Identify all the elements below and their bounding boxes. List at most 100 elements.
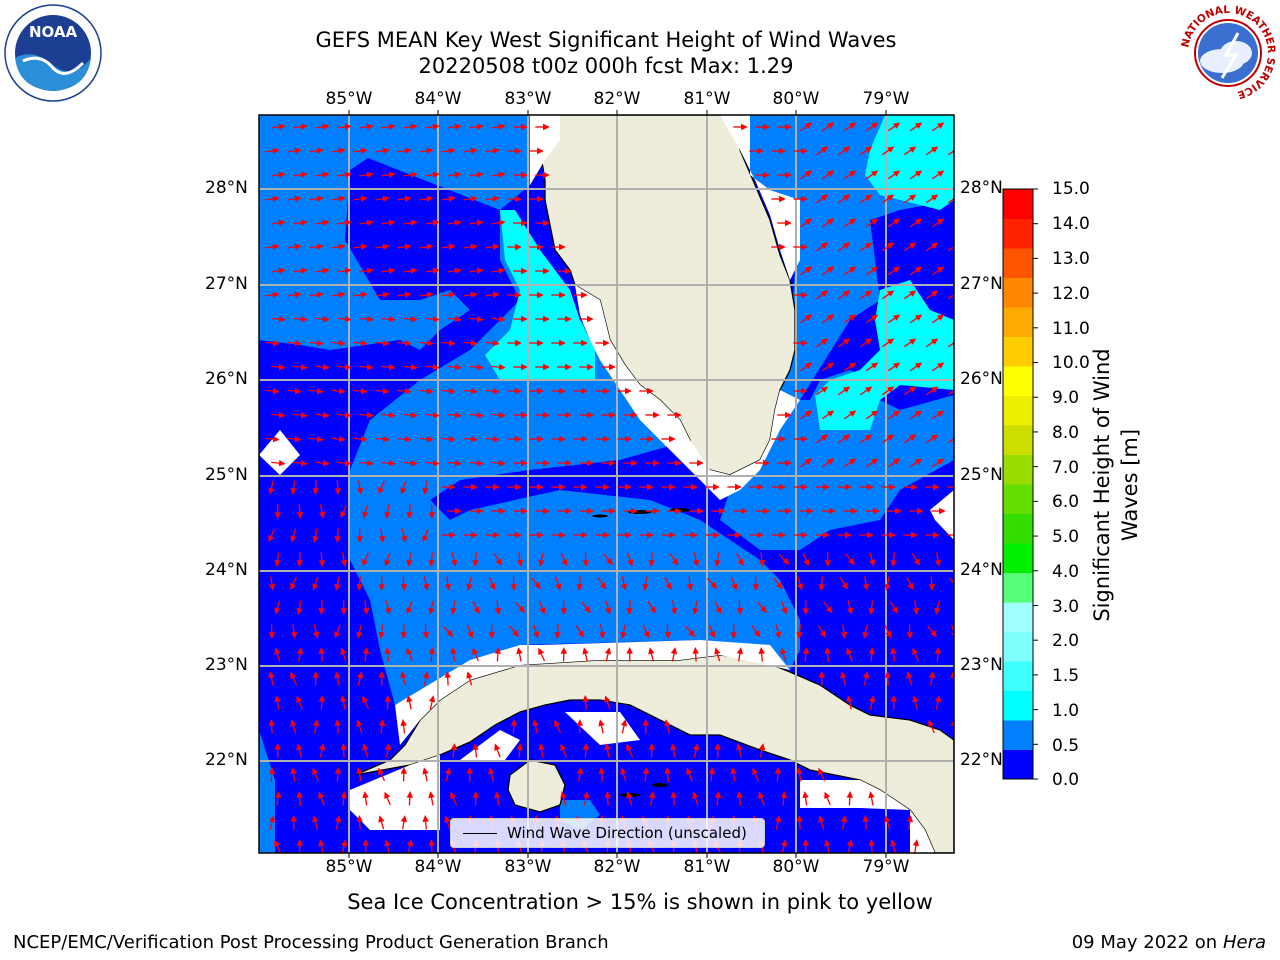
wave-direction-arrowhead: [886, 434, 895, 441]
wave-direction-arrowhead: [713, 483, 720, 491]
wave-direction-arrowhead: [796, 767, 803, 775]
wave-direction-arrowhead: [779, 435, 786, 443]
wave-direction-arrowhead: [846, 790, 853, 798]
wave-direction-arrowhead: [826, 170, 835, 177]
wave-direction-arrowhead: [378, 631, 385, 639]
wave-direction-arrowhead: [454, 171, 462, 179]
wave-direction-arrowhead: [312, 767, 319, 775]
wave-direction-arrowhead: [476, 411, 484, 419]
wave-direction-arrowhead: [885, 630, 892, 639]
wave-direction-arrowhead: [647, 435, 654, 443]
wave-direction-arrowhead: [356, 767, 363, 775]
wave-direction-arrowhead: [382, 243, 390, 251]
wave-direction-arrowhead: [344, 363, 352, 371]
wave-direction-arrowhead: [609, 363, 616, 371]
wave-direction-arrowhead: [492, 339, 500, 347]
wave-direction-arrow: [957, 601, 962, 613]
wave-direction-arrowhead: [338, 387, 346, 395]
wave-direction-arrowhead: [296, 560, 303, 568]
wave-direction-arrowhead: [538, 559, 545, 567]
wave-direction-arrowhead: [290, 535, 297, 543]
wave-direction-arrowhead: [930, 629, 937, 638]
wave-direction-arrowhead: [316, 195, 324, 203]
wave-direction-arrowhead: [864, 194, 873, 201]
wave-direction-arrowhead: [448, 195, 456, 203]
wave-direction-arrowhead: [492, 243, 500, 251]
wave-direction-arrowhead: [476, 123, 484, 131]
wave-direction-arrowhead: [515, 243, 522, 251]
wave-direction-arrowhead: [829, 507, 836, 515]
lat-label-right: 26°N: [960, 369, 1003, 389]
chart-title: GEFS MEAN Key West Significant Height of…: [315, 28, 897, 52]
wave-direction-arrowhead: [422, 767, 429, 775]
wave-direction-arrowhead: [543, 123, 550, 131]
wave-direction-arrowhead: [671, 558, 679, 566]
noaa-logo-text: NOAA: [29, 23, 78, 41]
wave-direction-arrowhead: [322, 267, 330, 275]
wave-direction-arrowhead: [515, 435, 522, 443]
wave-direction-arrowhead: [362, 511, 369, 519]
wave-direction-arrowhead: [312, 631, 320, 639]
wave-direction-arrowhead: [648, 560, 655, 567]
wave-direction-arrowhead: [278, 267, 286, 275]
wave-direction-arrowhead: [422, 815, 429, 822]
wave-direction-arrowhead: [664, 766, 671, 775]
wave-direction-arrowhead: [388, 315, 396, 323]
wave-direction-arrowhead: [757, 531, 764, 539]
wave-direction-arrowhead: [521, 171, 528, 179]
colorbar-label: 11.0: [1052, 319, 1090, 339]
wave-direction-arrowhead: [318, 743, 326, 751]
wave-direction-arrowhead: [334, 583, 341, 591]
wave-direction-arrowhead: [891, 606, 898, 614]
wave-direction-arrowhead: [296, 839, 304, 846]
wave-direction-arrowhead: [862, 671, 870, 679]
wave-direction-arrowhead: [848, 314, 857, 321]
wave-direction-arrowhead: [581, 291, 588, 299]
wave-direction-arrowhead: [470, 243, 478, 251]
wave-direction-arrowhead: [316, 435, 324, 443]
wave-direction-arrowhead: [664, 719, 671, 727]
lat-label-left: 23°N: [205, 655, 248, 675]
wave-direction-arrowhead: [362, 695, 369, 704]
wave-direction-arrowhead: [290, 582, 297, 591]
lat-label-right: 25°N: [960, 465, 1003, 485]
wave-direction-arrowhead: [268, 632, 276, 639]
lat-label-left: 27°N: [205, 274, 248, 294]
wave-direction-arrowhead: [518, 605, 526, 613]
wave-direction-arrowhead: [911, 531, 918, 539]
wave-direction-arrowhead: [796, 631, 803, 639]
wave-direction-arrowhead: [559, 291, 566, 299]
wave-direction-arrowhead: [290, 671, 297, 680]
wave-direction-arrowhead: [356, 583, 363, 592]
wave-direction-arrowhead: [692, 791, 699, 799]
wave-direction-arrowhead: [959, 608, 963, 613]
wave-direction-arrowhead: [820, 242, 829, 249]
wave-direction-arrowhead: [294, 195, 302, 203]
wave-direction-arrowhead: [515, 483, 522, 491]
wave-direction-arrowhead: [804, 314, 813, 321]
wave-direction-arrowhead: [521, 411, 528, 419]
wave-direction-arrowhead: [603, 339, 610, 347]
wave-direction-arrowhead: [669, 435, 676, 443]
wave-direction-arrowhead: [555, 583, 562, 591]
wave-direction-arrowhead: [604, 743, 611, 751]
wave-direction-arrowhead: [848, 558, 855, 566]
wave-direction-arrowhead: [406, 607, 413, 615]
wave-direction-arrowhead: [906, 815, 914, 823]
wave-direction-arrowhead: [378, 767, 385, 776]
wave-direction-arrowhead: [450, 607, 457, 615]
wave-direction-arrowhead: [378, 535, 386, 543]
wave-direction-arrowhead: [426, 435, 434, 443]
wave-direction-arrowhead: [400, 671, 407, 679]
wave-direction-arrowhead: [914, 266, 923, 273]
wave-direction-arrowhead: [410, 315, 418, 323]
colorbar-label: 7.0: [1052, 458, 1080, 478]
wave-direction-arrowhead: [958, 745, 962, 750]
wave-direction-arrowhead: [366, 267, 374, 275]
wave-direction-arrowhead: [576, 767, 584, 775]
wave-direction-arrowhead: [400, 584, 408, 592]
wave-direction-arrowhead: [378, 486, 385, 495]
colorbar-bin: [1003, 484, 1033, 514]
wave-direction-arrowhead: [362, 743, 369, 751]
wave-direction-arrowhead: [930, 146, 939, 153]
